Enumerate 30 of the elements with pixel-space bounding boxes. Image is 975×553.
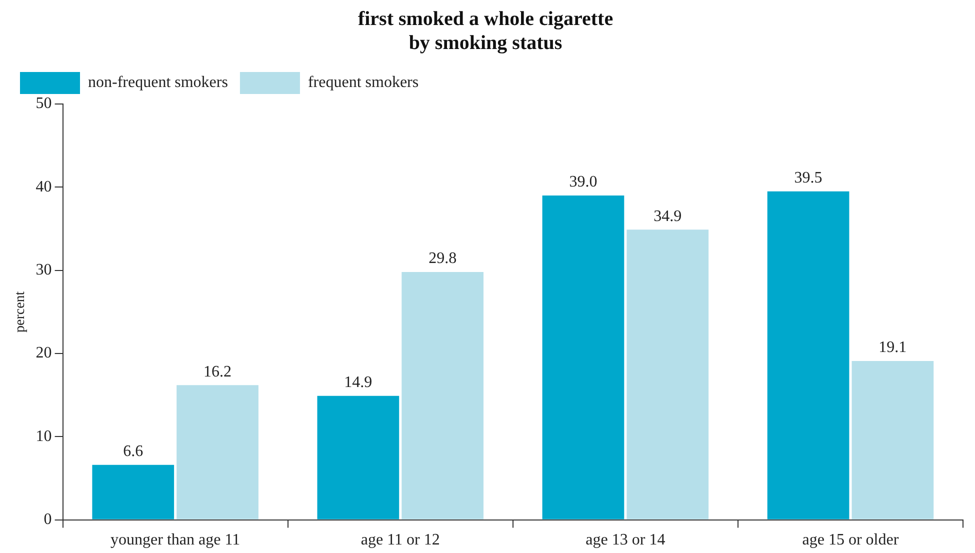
data-label: 19.1 [878,339,907,356]
x-tick-label: age 13 or 14 [586,532,666,549]
y-tick-label: 40 [36,178,52,196]
legend-label: frequent smokers [308,74,419,92]
bar [92,464,174,520]
data-label: 16.2 [204,363,232,380]
x-tick-label: younger than age 11 [110,532,240,549]
x-tick-label: age 11 or 12 [360,532,440,549]
bar [767,191,850,520]
bar [542,195,624,520]
legend-label: non-frequent smokers [88,74,228,92]
bar [852,360,934,520]
data-label: 6.6 [123,443,144,460]
y-axis-title: percent [13,291,28,332]
y-tick-label: 0 [44,511,52,528]
bar [317,396,400,520]
data-label: 39.0 [569,174,598,191]
bar [402,272,484,520]
data-label: 14.9 [344,374,372,392]
data-label: 34.9 [654,208,682,225]
chart-title: first smoked a whole cigarette by smoking status [358,8,614,54]
y-tick-label: 20 [36,344,52,362]
x-tick-label: age 15 or older [802,532,900,549]
data-label: 39.5 [794,170,822,187]
bar [626,230,709,520]
bar [176,385,258,520]
y-tick-label: 30 [36,262,52,279]
y-tick-label: 50 [36,95,52,112]
data-label: 29.8 [428,250,457,268]
y-tick-label: 10 [36,428,52,445]
